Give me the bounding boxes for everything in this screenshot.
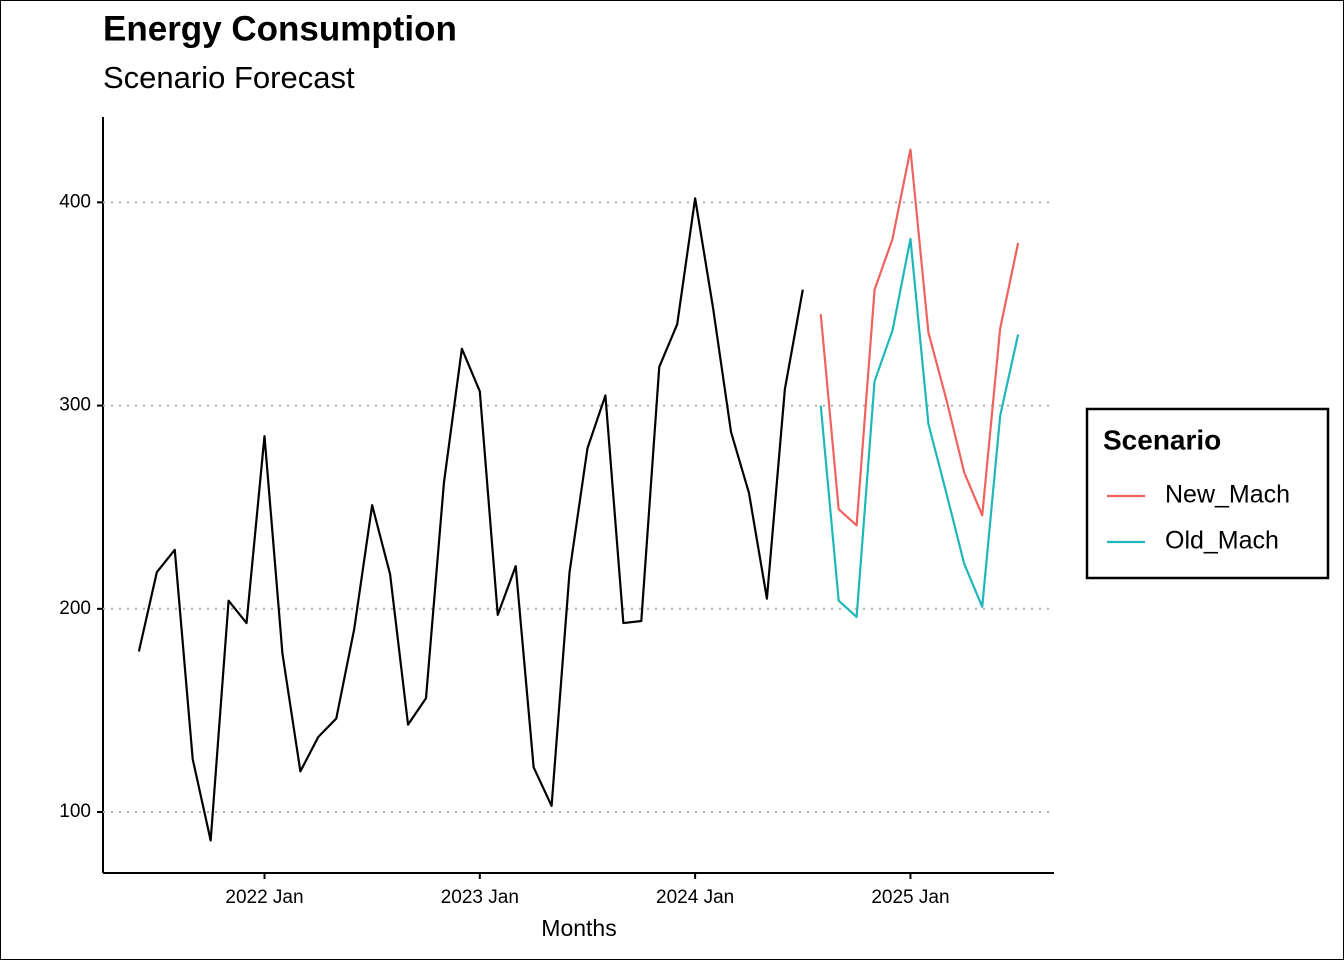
legend-label: New_Mach	[1165, 481, 1290, 509]
y-tick-label: 400	[59, 191, 91, 212]
x-tick-label: 2024 Jan	[656, 887, 734, 908]
chart-subtitle: Scenario Forecast	[103, 60, 355, 95]
history-line	[137, 197, 804, 842]
legend-box	[1085, 407, 1330, 580]
series-line	[819, 148, 1020, 527]
y-tick-label: 200	[59, 598, 91, 619]
x-tick-label: 2025 Jan	[871, 887, 949, 908]
legend-title: Scenario	[1103, 424, 1221, 455]
legend-label: Old_Mach	[1165, 527, 1279, 555]
chart-title: Energy Consumption	[103, 9, 457, 48]
x-tick-label: 2023 Jan	[441, 887, 519, 908]
x-axis-label: Months	[541, 915, 616, 941]
y-tick-label: 300	[59, 395, 91, 416]
x-tick-label: 2022 Jan	[225, 887, 303, 908]
y-tick-label: 100	[59, 801, 91, 822]
series-line	[819, 237, 1020, 619]
